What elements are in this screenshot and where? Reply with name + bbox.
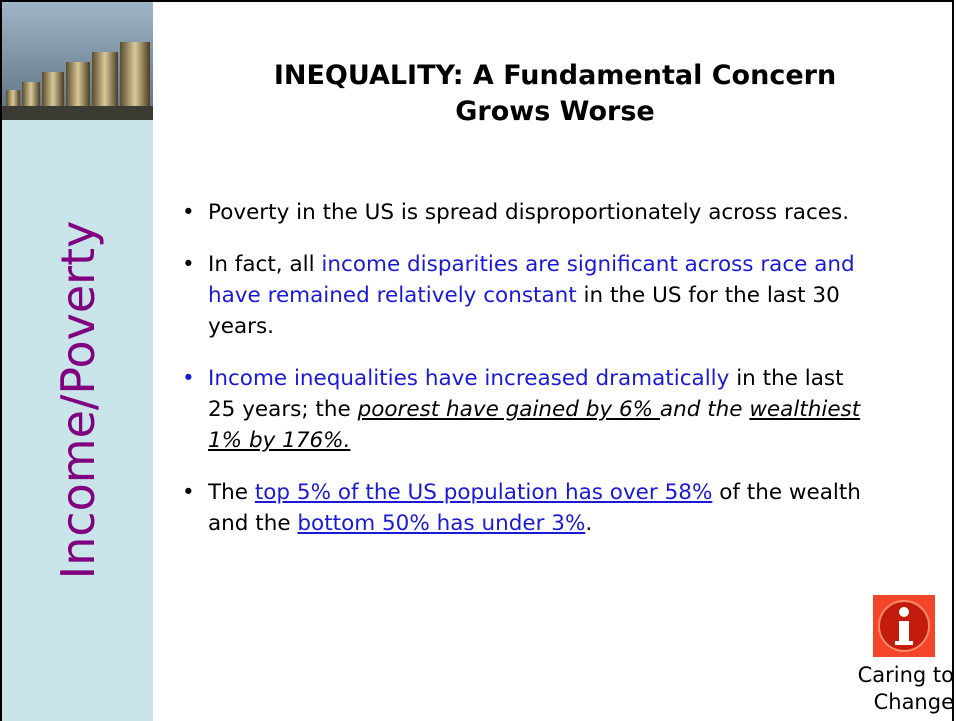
- title-line: Grows Worse: [455, 96, 655, 127]
- sidebar: [2, 2, 153, 721]
- text-run: income disparities are significant acros…: [208, 252, 855, 308]
- slide-title: INEQUALITY: A Fundamental Concern Grows W…: [175, 58, 935, 130]
- bullet-marker: •: [182, 366, 195, 391]
- text-run: The: [208, 480, 255, 505]
- sidebar-label: Income/Poverty: [51, 220, 105, 580]
- caption-line: Change: [873, 690, 954, 714]
- bullet: • Income inequalities have increased dram…: [180, 363, 870, 456]
- text-run: of the wealth and the: [208, 480, 861, 536]
- bullet: • The top 5% of the US population has ove…: [180, 477, 870, 539]
- text-run: in the last 25 years; the: [208, 366, 844, 422]
- bullet-marker: •: [182, 252, 195, 277]
- text-run: poorest have gained by 6%: [357, 397, 660, 422]
- text-run: in the US for the last 30 years.: [208, 283, 840, 339]
- text-run: .: [585, 511, 593, 536]
- link[interactable]: bottom 50% has under 3%: [297, 511, 586, 536]
- bullet-marker: •: [182, 200, 195, 225]
- bullet-marker: •: [182, 480, 195, 505]
- caption-line: Caring to: [857, 663, 954, 687]
- info-icon[interactable]: [873, 595, 935, 657]
- coins-image: [2, 2, 153, 120]
- title-line: INEQUALITY: A Fundamental Concern: [273, 60, 837, 91]
- text-run: Income inequalities have increased drama…: [208, 366, 730, 391]
- text-run: In fact, all: [208, 252, 322, 277]
- link[interactable]: top 5% of the US population has over 58%: [254, 480, 713, 505]
- text-run: Poverty in the US is spread disproportio…: [208, 200, 850, 225]
- caption: Caring to Change: [858, 662, 954, 716]
- bullet: • Poverty in the US is spread disproporti…: [180, 197, 870, 228]
- text-run: wealthiest 1% by 176%.: [208, 397, 861, 453]
- bullet: • In fact, all income disparities are sig…: [180, 249, 870, 342]
- bullet-list: • Poverty in the US is spread disproporti…: [180, 197, 870, 560]
- text-run: and the: [659, 397, 750, 422]
